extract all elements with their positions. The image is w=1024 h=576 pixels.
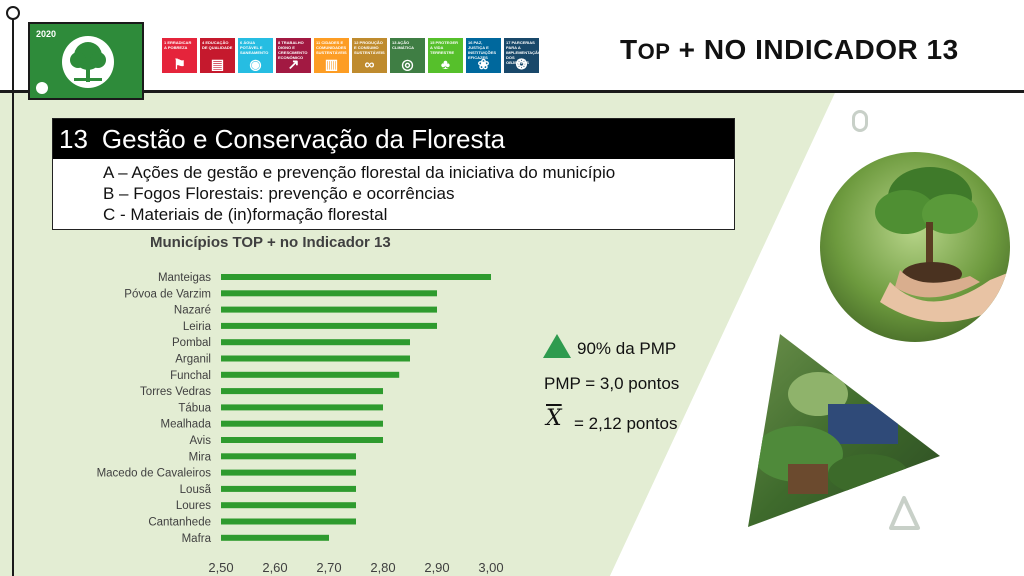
- sdg-icon: 8 TRABALHO DIGNO E CRESCIMENTO ECONÓMICO…: [276, 38, 311, 73]
- indicator-title: Gestão e Conservação da Floresta: [101, 123, 506, 154]
- x-tick-label: 2,90: [424, 560, 449, 575]
- planting-photo: [748, 334, 943, 534]
- category-label: Leiria: [183, 321, 212, 333]
- bar: [221, 437, 383, 443]
- sdg-label: 8 TRABALHO DIGNO E CRESCIMENTO ECONÓMICO: [278, 40, 308, 60]
- indicator-item: B – Fogos Florestais: prevenção e ocorrê…: [103, 184, 455, 203]
- bar: [221, 469, 356, 476]
- hands-tree-photo: [820, 152, 1010, 342]
- pmp-value: PMP = 3,0 pontos: [544, 374, 680, 393]
- bar: [221, 388, 383, 395]
- bar: [221, 485, 356, 492]
- sdg-icon: 13 AÇÃO CLIMÁTICA ◎: [390, 38, 425, 73]
- indicator-box: 13 Gestão e Conservação da Floresta A – …: [52, 118, 735, 230]
- category-label: Nazaré: [174, 305, 211, 317]
- bar: [221, 534, 329, 541]
- growth-chart-icon: ↗: [287, 56, 300, 72]
- indicator-items: A – Ações de gestão e prevenção floresta…: [53, 159, 734, 225]
- tree-logo-icon: [62, 36, 114, 88]
- category-label: Mafra: [182, 533, 212, 545]
- eco-badge: 2020: [28, 22, 144, 100]
- bar: [221, 355, 410, 362]
- category-label: Mira: [189, 451, 212, 463]
- legend-label: 90% da PMP: [577, 339, 677, 358]
- rings-icon: ❂: [515, 56, 528, 72]
- category-label: Tábua: [178, 402, 211, 414]
- x-tick-label: 2,80: [370, 560, 395, 575]
- category-label: Mealhada: [160, 419, 211, 431]
- mean-symbol: X: [546, 406, 562, 431]
- x-tick-label: 3,00: [478, 560, 503, 575]
- book-icon: ▤: [210, 56, 225, 72]
- sdg-label: 4 EDUCAÇÃO DE QUALIDADE: [202, 40, 233, 50]
- category-label: Arganil: [175, 354, 211, 366]
- sdg-label: 12 PRODUÇÃO E CONSUMO SUSTENTÁVEIS: [354, 40, 385, 55]
- decorative-triangle-icon: [889, 496, 920, 530]
- category-label: Macedo de Cavaleiros: [97, 468, 212, 480]
- bar-chart: Manteigas Póvoa de Varzim Nazaré Leiria Pomb…: [97, 272, 504, 575]
- sdg-icon: 16 PAZ, JUSTIÇA E INSTITUIÇÕES EFICAZES ❀: [466, 38, 501, 73]
- bar: [221, 371, 400, 378]
- badge-dot-icon: [36, 82, 48, 94]
- sdg-label: 15 PROTEGER A VIDA TERRESTRE: [430, 40, 459, 55]
- decorative-ring-icon: [852, 110, 868, 132]
- timeline-line: [12, 18, 14, 576]
- bar: [221, 306, 437, 313]
- bar: [221, 274, 491, 280]
- infinity-icon: ∞: [364, 56, 375, 72]
- water-drop-icon: ◉: [249, 56, 262, 72]
- category-label: Funchal: [170, 370, 211, 382]
- sdg-icons-row: 1 ERRADICAR A POBREZA ⚑ 4 EDUCAÇÃO DE QUAL…: [162, 38, 539, 73]
- category-label: Lousã: [180, 484, 212, 496]
- sdg-label: 11 CIDADES E COMUNIDADES SUSTENTÁVEIS: [316, 40, 347, 55]
- sdg-icon: 17 PARCERIAS PARA A IMPLEMENTAÇÃO DOS OB…: [504, 38, 539, 73]
- buildings-icon: ▥: [324, 56, 339, 72]
- category-label: Pombal: [172, 337, 211, 349]
- chart-title: Municípios TOP + no Indicador 13: [150, 234, 391, 251]
- bar: [221, 404, 383, 411]
- bar: [221, 502, 356, 509]
- category-label: Avis: [189, 435, 211, 447]
- x-tick-label: 2,60: [262, 560, 287, 575]
- header-divider: [0, 90, 1024, 93]
- indicator-item: A – Ações de gestão e prevenção floresta…: [103, 163, 616, 182]
- sdg-label: 1 ERRADICAR A POBREZA: [164, 40, 192, 50]
- timeline-marker: [6, 6, 20, 20]
- bar: [221, 420, 383, 427]
- category-label: Torres Vedras: [140, 386, 211, 398]
- sdg-icon: 4 EDUCAÇÃO DE QUALIDADE ▤: [200, 38, 235, 73]
- indicator-item: C - Materiais de (in)formação florestal: [103, 205, 388, 224]
- sdg-icon: 6 ÁGUA POTÁVEL E SANEAMENTO ◉: [238, 38, 273, 73]
- dove-icon: ❀: [477, 56, 490, 72]
- indicator-header: 13 Gestão e Conservação da Floresta: [53, 119, 734, 159]
- people-icon: ⚑: [173, 56, 186, 72]
- badge-year: 2020: [36, 29, 57, 39]
- category-label: Manteigas: [158, 272, 211, 284]
- bar: [221, 453, 356, 460]
- sdg-icon: 11 CIDADES E COMUNIDADES SUSTENTÁVEIS ▥: [314, 38, 349, 73]
- sdg-label: 6 ÁGUA POTÁVEL E SANEAMENTO: [240, 40, 269, 55]
- bar: [221, 518, 356, 525]
- x-tick-label: 2,50: [208, 560, 233, 575]
- bar: [221, 290, 437, 297]
- sdg-icon: 12 PRODUÇÃO E CONSUMO SUSTENTÁVEIS ∞: [352, 38, 387, 73]
- bar: [221, 322, 437, 329]
- category-label: Cantanhede: [148, 517, 211, 529]
- sdg-label: 13 AÇÃO CLIMÁTICA: [392, 40, 414, 50]
- indicator-number: 13: [59, 123, 88, 154]
- sdg-label: 17 PARCERIAS PARA A IMPLEMENTAÇÃO DOS OB…: [506, 40, 539, 65]
- legend-triangle-icon: [543, 334, 571, 358]
- tree-icon: ♣: [440, 56, 451, 72]
- category-label: Póvoa de Varzim: [124, 288, 211, 300]
- bar: [221, 339, 410, 346]
- category-label: Loures: [176, 500, 211, 512]
- x-tick-label: 2,70: [316, 560, 341, 575]
- page-title: TOP + NO INDICADOR 13: [620, 34, 959, 65]
- eye-globe-icon: ◎: [401, 56, 414, 72]
- sdg-label: 16 PAZ, JUSTIÇA E INSTITUIÇÕES EFICAZES: [468, 40, 497, 60]
- mean-value: = 2,12 pontos: [574, 414, 678, 433]
- sdg-icon: 1 ERRADICAR A POBREZA ⚑: [162, 38, 197, 73]
- sdg-icon: 15 PROTEGER A VIDA TERRESTRE ♣: [428, 38, 463, 73]
